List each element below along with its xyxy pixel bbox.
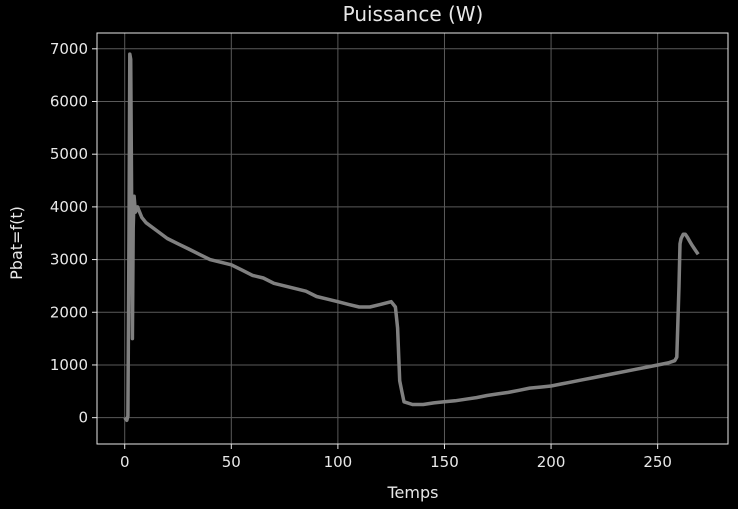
y-tick-label: 6000 xyxy=(50,93,88,111)
y-tick-label: 4000 xyxy=(50,198,88,216)
x-tick-label: 100 xyxy=(324,453,353,471)
x-axis-ticks: 0 50 100 150 200 250 xyxy=(120,444,672,471)
y-tick-label: 5000 xyxy=(50,145,88,163)
y-tick-label: 2000 xyxy=(50,303,88,321)
axes-frame xyxy=(96,32,729,445)
x-axis-label: Temps xyxy=(387,483,439,502)
x-tick-label: 250 xyxy=(643,453,672,471)
y-axis-ticks: 0 1000 2000 3000 4000 5000 6000 7000 xyxy=(50,40,97,427)
y-tick-label: 7000 xyxy=(50,40,88,58)
series-layer xyxy=(123,52,700,423)
x-tick-label: 50 xyxy=(222,453,241,471)
chart-title: Puissance (W) xyxy=(343,2,484,26)
x-tick-label: 0 xyxy=(120,453,130,471)
x-tick-label: 200 xyxy=(537,453,566,471)
y-axis-label: Pbat=f(t) xyxy=(7,206,26,280)
series-line-0 xyxy=(123,52,700,423)
grid-lines xyxy=(97,33,728,444)
y-tick-label: 1000 xyxy=(50,356,88,374)
y-tick-label: 3000 xyxy=(50,251,88,269)
y-tick-label: 0 xyxy=(78,409,88,427)
x-tick-label: 150 xyxy=(430,453,459,471)
